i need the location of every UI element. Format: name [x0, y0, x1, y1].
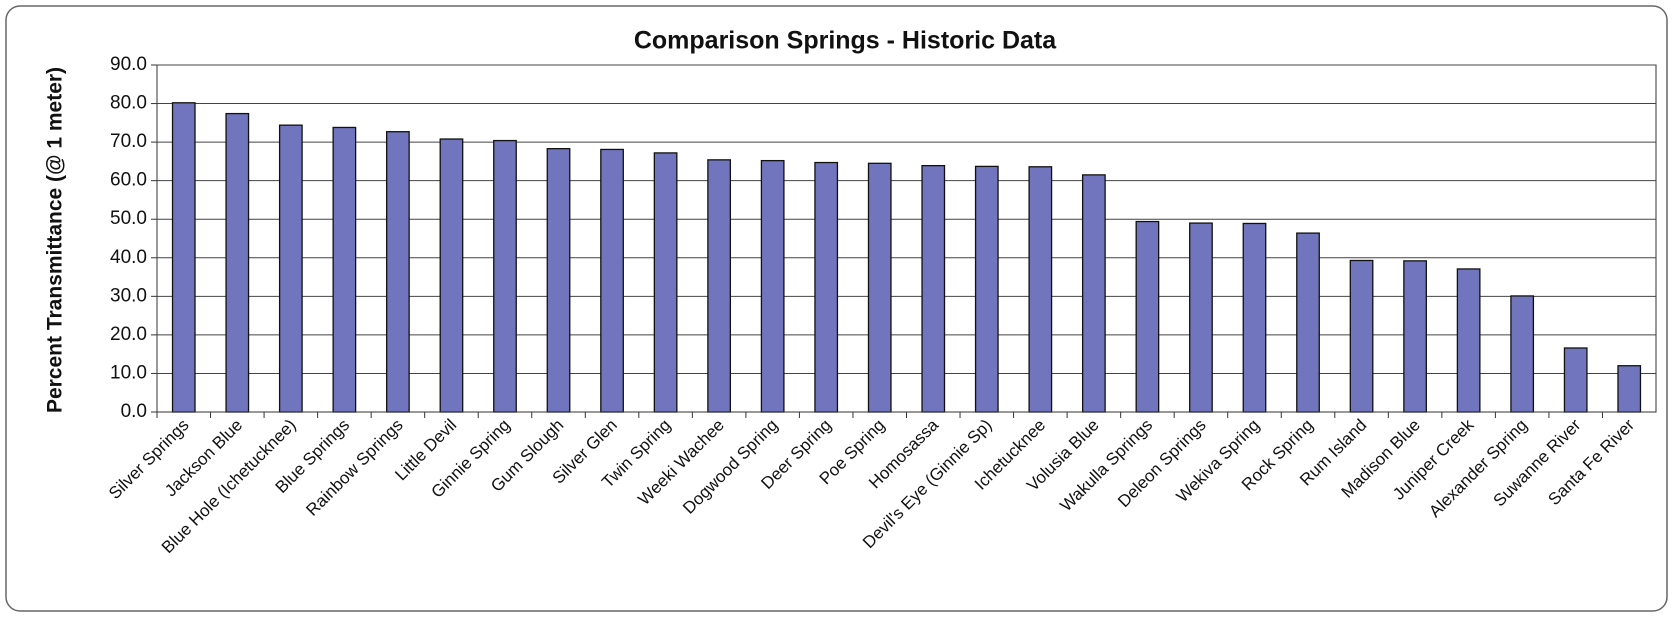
bar [1617, 365, 1642, 413]
bar [921, 164, 946, 413]
bar [1135, 220, 1160, 413]
y-tick-label: 60.0 [110, 170, 147, 191]
bar [653, 152, 678, 413]
y-tick-label: 20.0 [110, 324, 147, 345]
y-tick-label: 50.0 [110, 208, 147, 229]
bar [1296, 232, 1320, 413]
y-tick-label: 30.0 [110, 285, 147, 306]
bar [867, 162, 892, 413]
y-tick-label: 70.0 [110, 131, 147, 152]
bar [1456, 268, 1481, 413]
y-tick-label: 90.0 [110, 54, 147, 75]
bar [814, 161, 839, 413]
bar [1081, 174, 1106, 413]
y-tick-label: 80.0 [110, 93, 147, 114]
bar [1189, 222, 1213, 413]
bar [1563, 347, 1588, 413]
bar [332, 126, 357, 413]
bar [974, 165, 999, 413]
bar [225, 112, 250, 413]
bar [1028, 166, 1053, 413]
bar [493, 139, 517, 413]
y-axis-label: Percent Transmittance (@ 1 meter) [44, 67, 67, 413]
y-tick-label: 10.0 [110, 362, 147, 383]
bar [760, 159, 785, 413]
bar [1349, 259, 1374, 413]
chart-title: Comparison Springs - Historic Data [634, 27, 1057, 55]
y-tick-label: 40.0 [110, 247, 147, 268]
bar [386, 131, 410, 413]
y-tick-label: 0.0 [121, 401, 147, 422]
bar [278, 124, 303, 413]
bar [546, 148, 571, 413]
bar [171, 102, 196, 413]
bar [600, 148, 624, 413]
bar [439, 138, 464, 413]
plot-area [156, 64, 1657, 413]
bar [707, 159, 732, 413]
bar [1242, 222, 1267, 413]
bar [1403, 260, 1427, 413]
bar [1510, 295, 1535, 413]
